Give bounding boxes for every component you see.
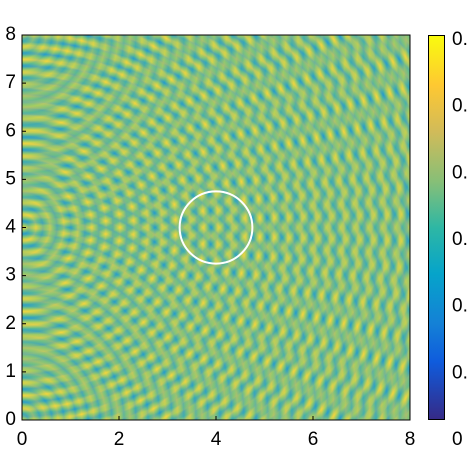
colorbar-tick-label: 0. [452, 162, 468, 183]
y-tick-label: 3 [5, 265, 16, 286]
y-tick-label: 1 [5, 361, 16, 382]
x-tick-label: 0 [17, 429, 28, 450]
y-tick-label: 8 [5, 24, 16, 45]
colorbar-tick-label: 0. [452, 362, 468, 383]
colorbar-tick-label: 0. [452, 296, 468, 317]
annotation-circle [178, 190, 254, 265]
colorbar-tick-label: 0 [452, 429, 463, 450]
y-tick-label: 4 [5, 217, 16, 238]
x-tick-label: 4 [211, 429, 222, 450]
colorbar-tick-label: 0. [452, 96, 468, 117]
colorbar [428, 35, 445, 420]
y-tick-label: 6 [5, 120, 16, 141]
y-tick-label: 2 [5, 313, 16, 334]
colorbar-tick-label: 0. [452, 229, 468, 250]
x-tick-label: 6 [308, 429, 319, 450]
x-tick-label: 8 [405, 429, 416, 450]
plot-frame [21, 34, 411, 421]
y-tick-label: 5 [5, 168, 16, 189]
wave-field [22, 35, 410, 420]
x-tick-label: 2 [114, 429, 125, 450]
colorbar-tick-label: 0. [452, 29, 468, 50]
y-tick-label: 7 [5, 72, 16, 93]
y-tick-label: 0 [5, 409, 16, 430]
